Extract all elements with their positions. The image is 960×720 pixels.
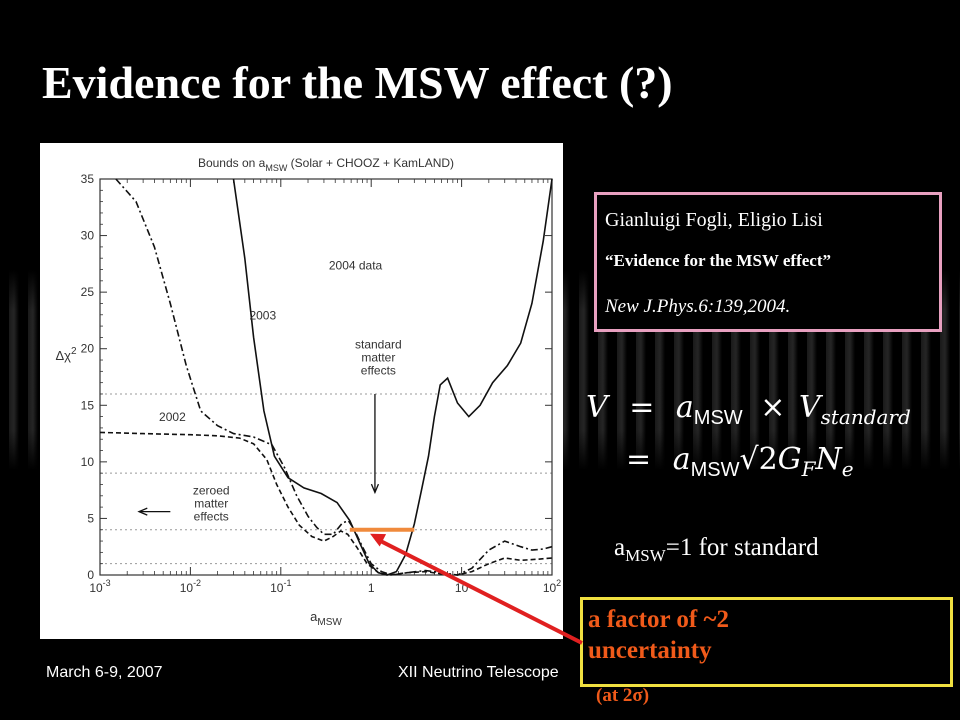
formula-equals-2: = — [626, 442, 652, 477]
annotation-label: 2004 data — [329, 259, 383, 273]
standard-note-subscript: MSW — [625, 546, 666, 565]
annotation-label: effects — [194, 510, 229, 524]
annotation-label: effects — [361, 364, 396, 378]
formula-n-subscript: e — [841, 457, 854, 481]
annotation-label: 2003 — [249, 308, 276, 322]
reference-box: Gianluigi Fogli, Eligio Lisi “Evidence f… — [594, 192, 942, 332]
y-tick-label: 20 — [81, 342, 95, 356]
formula-a-subscript-2: MSW — [690, 459, 740, 481]
formula-v-standard: V — [798, 390, 821, 425]
y-tick-label: 35 — [81, 172, 95, 186]
reference-authors: Gianluigi Fogli, Eligio Lisi — [605, 209, 823, 231]
pointer-arrow-head — [370, 533, 387, 547]
y-tick-label: 30 — [81, 229, 95, 243]
x-tick-label: 1 — [368, 581, 375, 595]
chart-title: Bounds on aMSW (Solar + CHOOZ + KamLAND) — [198, 156, 454, 173]
pointer-arrow-line — [375, 536, 583, 645]
uncertainty-box — [580, 597, 953, 687]
formula-a: a — [675, 390, 694, 425]
annotation-label: zeroed — [193, 484, 230, 498]
reference-journal: New J.Phys.6:139,2004. — [605, 296, 791, 317]
formula-sqrt2: √2 — [739, 442, 778, 477]
formula-line-1: V = aMSW × Vstandard — [586, 390, 911, 430]
y-tick-label: 25 — [81, 285, 95, 299]
chart-panel: 0 5 10 15 20 25 30 35 10-3 10-2 10-1 1 10 102 Bounds o… — [40, 143, 563, 639]
y-tick-label: 0 — [87, 568, 94, 582]
y-tick-label: 10 — [81, 455, 95, 469]
formula-a-2: a — [672, 442, 691, 477]
standard-note-a: a — [614, 534, 626, 561]
formula-g-subscript: F — [801, 457, 816, 481]
plot-frame — [99, 178, 553, 576]
formula-g: G — [777, 442, 802, 477]
annotation-label: standard — [355, 338, 402, 352]
footer-conference: XII Neutrino Telescope — [398, 664, 559, 681]
formula-times: × — [760, 390, 786, 425]
y-tick-label: 15 — [81, 398, 95, 412]
formula-equals-1: = — [629, 390, 655, 425]
annotation-label: matter — [361, 351, 395, 365]
potential-formula: V = aMSW × Vstandard = aMSW√2GFNe — [586, 390, 956, 490]
zeroed-matter-effects-arrow-head — [137, 507, 148, 516]
standard-value-note: aMSW=1 for standard — [614, 534, 819, 566]
uncertainty-line-1: a factor of ~2 — [588, 606, 729, 633]
y-tick-label: 5 — [87, 511, 94, 525]
uncertainty-line-2: uncertainty — [588, 637, 712, 664]
series-2002-curve — [99, 431, 553, 576]
uncertainty-sigma: (at 2σ) — [596, 685, 650, 706]
annotation-label: 2002 — [159, 410, 186, 424]
uncertainty-text: a factor of ~2 uncertainty — [588, 604, 729, 666]
formula-v: V — [586, 390, 608, 425]
reference-paper-title: “Evidence for the MSW effect” — [605, 251, 831, 270]
footer-date: March 6-9, 2007 — [46, 664, 163, 681]
standard-note-text: =1 for standard — [665, 534, 819, 561]
standard-matter-effects-arrow-head — [370, 483, 380, 495]
annotation-label: matter — [194, 497, 228, 511]
formula-line-2: = aMSW√2GFNe — [626, 442, 854, 482]
formula-standard-subscript: standard — [820, 405, 911, 429]
formula-n: N — [815, 442, 842, 477]
slide-title: Evidence for the MSW effect (?) — [42, 57, 673, 108]
series-2003-curve — [115, 178, 553, 576]
formula-a-subscript: MSW — [693, 407, 743, 429]
